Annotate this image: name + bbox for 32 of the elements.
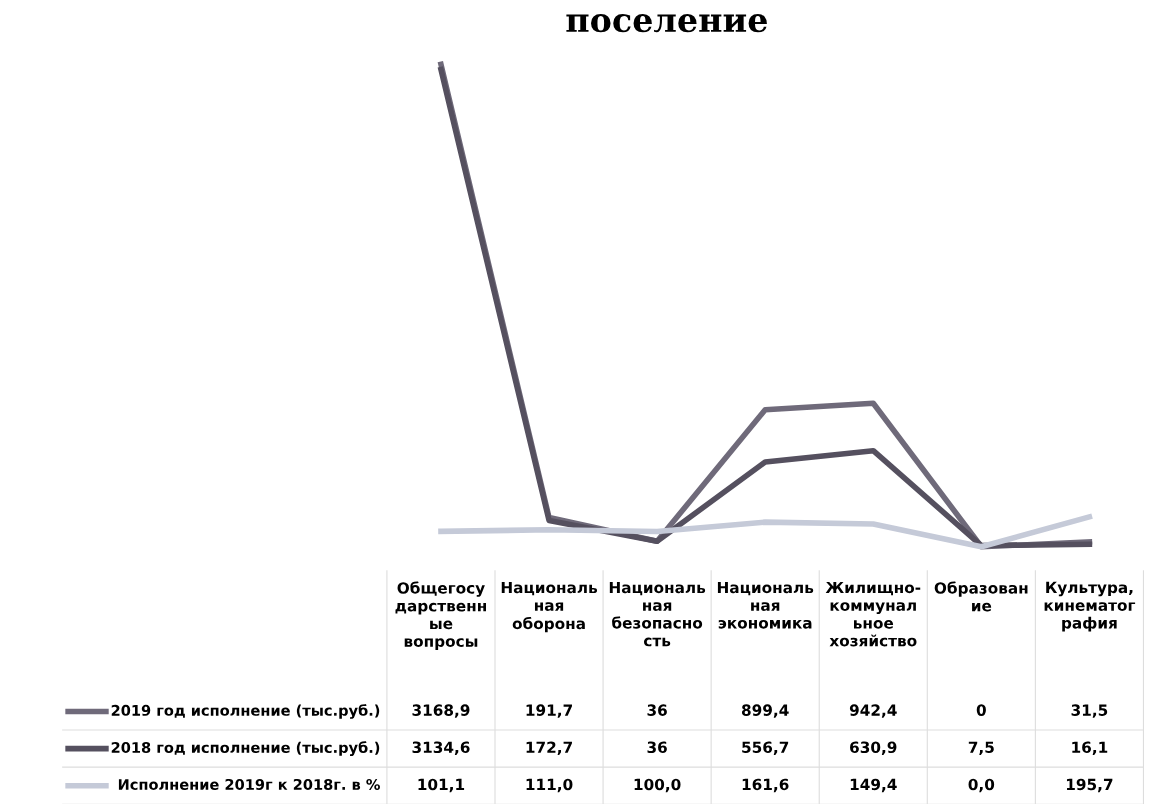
data-label: 0,0 xyxy=(968,778,995,793)
data-label: 149,4 xyxy=(850,778,897,793)
x-tick-label: Культура, кинематог рафия xyxy=(1044,581,1136,632)
legend-label: 2018 год исполнение (тыс.руб.) xyxy=(111,741,380,756)
data-label: 630,9 xyxy=(850,741,897,755)
data-label: 942,4 xyxy=(849,704,897,718)
x-tick-label: Общегосу дарственн ые вопросы xyxy=(395,581,486,650)
data-label: 191,7 xyxy=(526,704,572,718)
data-label: 31,5 xyxy=(1071,704,1108,718)
data-label: 172,7 xyxy=(526,741,572,755)
data-label: 36 xyxy=(647,704,667,716)
data-label: 16,1 xyxy=(1072,741,1108,755)
data-label: 7,5 xyxy=(968,741,994,755)
data-label: 3134,6 xyxy=(412,741,470,755)
data-label: 556,7 xyxy=(742,741,789,755)
x-tick-label: Жилищно- коммунал ьное хозяйство xyxy=(825,581,921,647)
data-label: 100,0 xyxy=(634,778,681,793)
data-label: 899,4 xyxy=(741,704,789,718)
x-tick-label: Образован ие xyxy=(934,581,1028,612)
data-label: 36 xyxy=(647,741,667,754)
data-label: 3168,9 xyxy=(412,704,470,718)
data-label: 0 xyxy=(976,704,986,716)
data-label: 195,7 xyxy=(1066,778,1113,793)
data-label: 111,0 xyxy=(526,778,573,793)
legend-label: 2019 год исполнение (тыс.руб.) xyxy=(111,704,380,719)
legend-label: Исполнение 2019г к 2018г. в % xyxy=(118,778,380,790)
chart-title: поселение xyxy=(566,14,767,33)
x-tick-label: Националь ная безопасно сть xyxy=(609,581,706,647)
x-tick-label: Националь ная экономика xyxy=(717,581,814,629)
x-tick-label: Националь ная оборона xyxy=(501,581,598,633)
data-label: 161,6 xyxy=(742,778,789,793)
data-label: 101,1 xyxy=(418,778,465,793)
